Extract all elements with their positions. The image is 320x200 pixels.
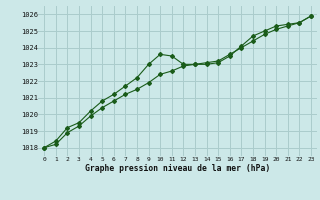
- X-axis label: Graphe pression niveau de la mer (hPa): Graphe pression niveau de la mer (hPa): [85, 164, 270, 173]
